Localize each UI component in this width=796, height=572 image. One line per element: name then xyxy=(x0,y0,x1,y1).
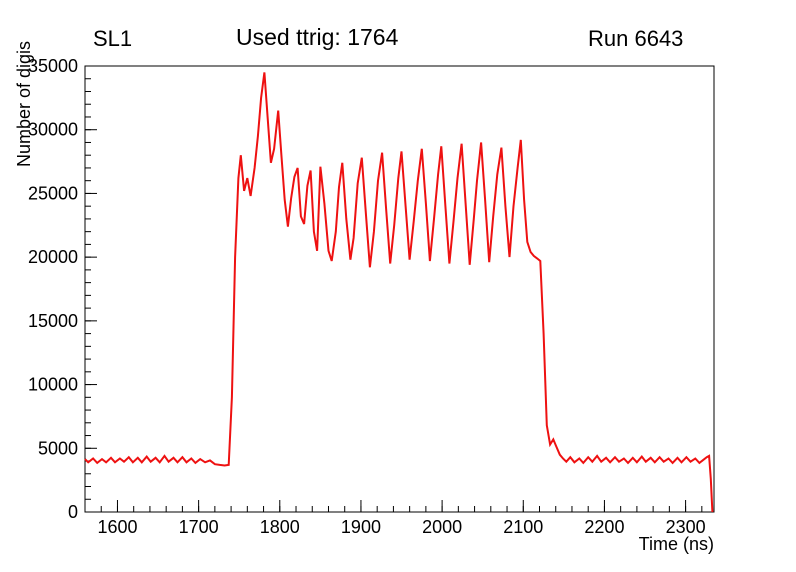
run-label: Run 6643 xyxy=(588,26,684,51)
x-tick-label: 2100 xyxy=(503,517,543,537)
x-axis-title: Time (ns) xyxy=(638,534,714,554)
y-tick-label: 0 xyxy=(68,502,78,522)
x-tick-label: 1900 xyxy=(341,517,381,537)
x-tick-label: 1800 xyxy=(260,517,300,537)
y-tick-label: 20000 xyxy=(28,247,78,267)
x-tick-label: 2000 xyxy=(422,517,462,537)
x-tick-label: 2200 xyxy=(584,517,624,537)
y-tick-label: 15000 xyxy=(28,311,78,331)
pad-title: Used ttrig: 1764 xyxy=(236,24,399,50)
y-tick-label: 30000 xyxy=(28,120,78,140)
y-tick-label: 35000 xyxy=(28,56,78,76)
axis-frame xyxy=(84,65,715,513)
chamber-label: SL1 xyxy=(93,26,133,51)
y-tick-label: 10000 xyxy=(28,375,78,395)
x-tick-label: 2300 xyxy=(666,517,706,537)
y-tick-label: 25000 xyxy=(28,183,78,203)
x-tick-label: 1600 xyxy=(97,517,137,537)
y-axis-title: Number of digis xyxy=(14,40,34,167)
series-line xyxy=(84,72,714,513)
y-tick-label: 5000 xyxy=(38,438,78,458)
x-tick-label: 1700 xyxy=(179,517,219,537)
